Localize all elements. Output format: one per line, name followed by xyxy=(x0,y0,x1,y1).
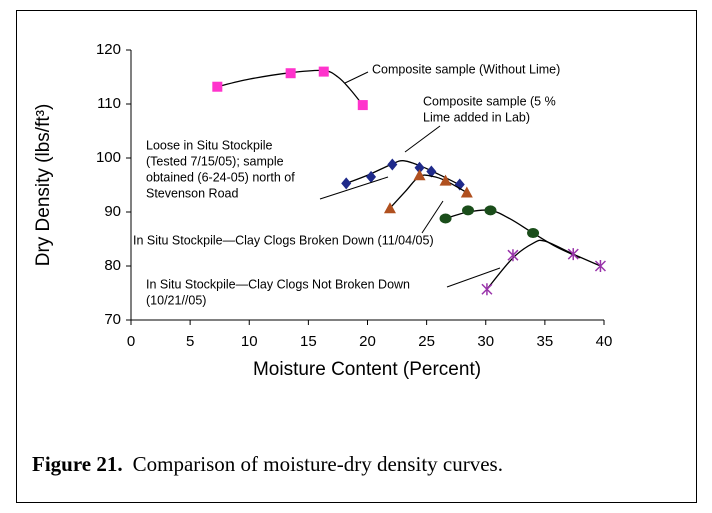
marker xyxy=(439,174,452,186)
annotation: Composite sample (Without Lime) xyxy=(372,62,560,76)
marker xyxy=(484,205,497,216)
marker xyxy=(462,205,475,216)
annotation: Stevenson Road xyxy=(146,186,238,200)
leader-line xyxy=(319,176,389,200)
annotation: obtained (6-24-05) north of xyxy=(146,170,295,184)
marker xyxy=(318,66,329,77)
annotation: (Tested 7/15/05); sample xyxy=(146,154,284,168)
leader-line xyxy=(404,125,441,153)
marker xyxy=(460,186,473,198)
marker xyxy=(527,228,540,239)
marker xyxy=(481,283,493,296)
marker xyxy=(439,213,452,224)
frame xyxy=(16,10,697,503)
annotation: In Situ Stockpile—Clay Clogs Broken Down… xyxy=(133,233,434,247)
x-tick-label: 15 xyxy=(300,333,317,350)
leader-line xyxy=(446,267,501,288)
x-tick-label: 5 xyxy=(186,333,194,350)
annotation: Lime added in Lab) xyxy=(423,110,530,124)
caption-label: Figure 21. xyxy=(32,452,123,476)
marker xyxy=(341,177,352,190)
leader-line xyxy=(344,71,369,84)
caption-text: Comparison of moisture-dry density curve… xyxy=(133,452,503,476)
x-tick-label: 40 xyxy=(596,333,613,350)
marker xyxy=(357,100,368,111)
y-tick-label: 80 xyxy=(104,257,121,274)
marker xyxy=(285,68,296,79)
annotation: Loose in Situ Stockpile xyxy=(146,138,273,152)
x-axis-title: Moisture Content (Percent) xyxy=(253,359,481,380)
x-tick-label: 0 xyxy=(127,333,135,350)
x-tick-label: 35 xyxy=(537,333,554,350)
marker xyxy=(387,158,398,171)
x-tick-label: 10 xyxy=(241,333,258,350)
fit-curve xyxy=(486,239,601,290)
x-tick-label: 20 xyxy=(359,333,376,350)
annotation: Composite sample (5 % xyxy=(423,94,556,108)
marker xyxy=(507,249,519,262)
x-tick-label: 25 xyxy=(418,333,435,350)
y-tick-label: 90 xyxy=(104,203,121,220)
marker xyxy=(426,165,437,178)
marker xyxy=(413,169,426,181)
y-tick-label: 100 xyxy=(96,149,121,166)
marker xyxy=(567,248,579,261)
annotation: (10/21//05) xyxy=(146,293,206,307)
marker xyxy=(212,81,223,92)
y-tick-label: 70 xyxy=(104,311,121,328)
fit-curve xyxy=(389,174,468,209)
marker xyxy=(414,161,425,174)
leader-line xyxy=(421,200,444,234)
y-axis-title: Dry Density (lbs/ft³) xyxy=(33,104,54,267)
marker xyxy=(594,260,606,272)
annotation: In Situ Stockpile—Clay Clogs Not Broken … xyxy=(146,277,410,291)
y-tick-label: 120 xyxy=(96,41,121,58)
marker xyxy=(383,202,396,214)
y-tick-label: 110 xyxy=(97,95,121,112)
caption: Figure 21. Comparison of moisture-dry den… xyxy=(32,452,503,476)
marker xyxy=(366,170,377,183)
x-tick-label: 30 xyxy=(477,333,494,350)
